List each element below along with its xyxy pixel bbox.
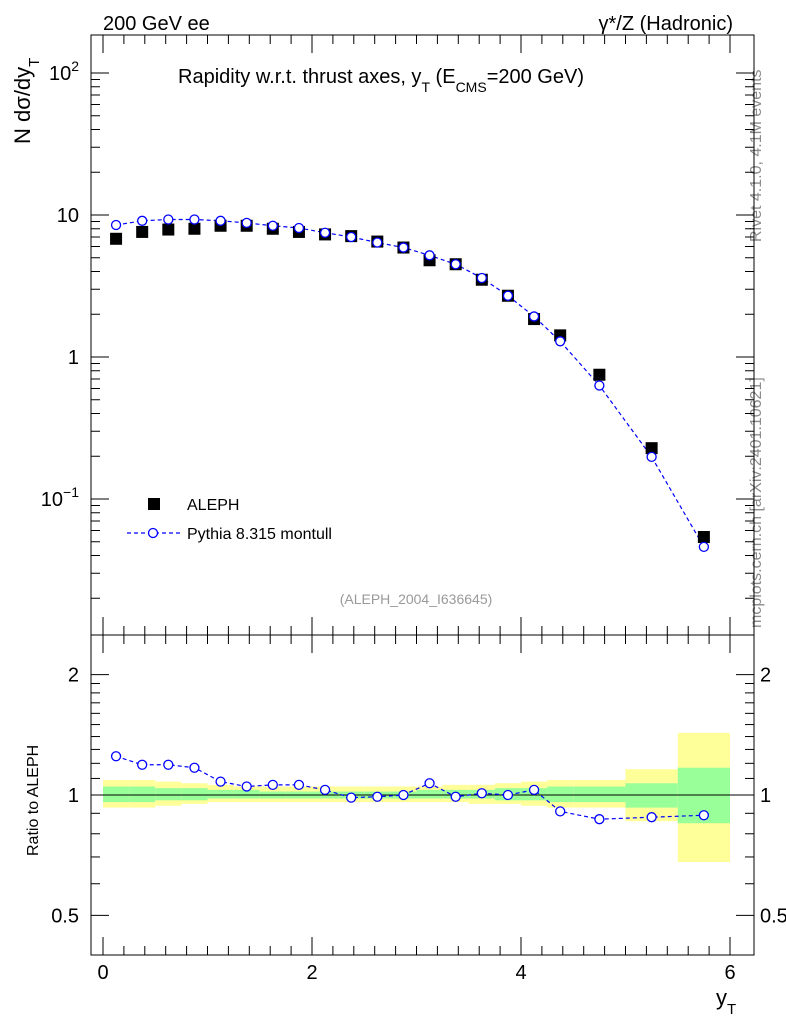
legend-aleph-marker xyxy=(148,498,160,510)
ratio-data-point xyxy=(646,812,657,823)
aleph-data-point xyxy=(697,531,710,544)
ratio-data-point xyxy=(110,751,122,762)
ratio-tick-labels: 0.5 0.5 1 1 2 2 0 2 4 6 xyxy=(51,665,786,984)
ratio-band-inner xyxy=(155,788,182,801)
ratio-data-point xyxy=(502,789,514,801)
ratio-data-point xyxy=(594,814,605,825)
aleph-data-point xyxy=(645,442,658,455)
main-plot-series xyxy=(110,214,710,553)
ratio-plot-ticks xyxy=(91,635,754,955)
ratio-y-axis-label: Ratio to ALEPH xyxy=(25,745,42,856)
y-tick-label: 10−1 xyxy=(41,484,79,511)
ratio-uncertainty-bands xyxy=(103,732,730,862)
ratio-data-point xyxy=(319,784,331,796)
pythia-data-point xyxy=(267,220,278,231)
ratio-band-inner xyxy=(129,786,156,803)
ratio-data-point xyxy=(398,789,409,801)
chart-title: Rapidity w.r.t. thrust axes, yT (ECMS=20… xyxy=(178,66,584,95)
pythia-data-point xyxy=(528,311,540,322)
main-plot-panel: 10−1 1 10 102 Rapidity w.r.t. thrust axes, … xyxy=(10,34,755,636)
pythia-data-point xyxy=(698,541,710,553)
ratio-data-point xyxy=(450,791,461,802)
pythia-data-point xyxy=(372,237,383,248)
main-plot-ticks xyxy=(91,35,754,635)
ratio-y-tick-label-left: 1 xyxy=(68,785,79,807)
pythia-data-point xyxy=(163,214,174,225)
pythia-data-point xyxy=(594,380,605,391)
header-left-label: 200 GeV ee xyxy=(103,13,210,35)
pythia-data-point xyxy=(137,215,148,226)
mcplots-label: mcplots.cern.ch [arXiv:2401.10621] xyxy=(748,377,765,628)
ratio-y-tick-label-left: 0.5 xyxy=(51,905,79,927)
ratio-data-point xyxy=(346,792,357,803)
ratio-band-inner xyxy=(547,786,574,803)
main-plot-frame xyxy=(90,34,755,636)
main-y-axis-label: N dσ/dyT xyxy=(10,58,43,144)
pythia-data-point xyxy=(293,222,305,234)
pythia-data-point xyxy=(346,231,357,243)
ratio-data-point xyxy=(293,779,305,791)
x-axis-label: yT xyxy=(716,985,736,1018)
ratio-band-inner xyxy=(103,786,130,803)
ratio-data-point xyxy=(698,810,710,821)
ratio-data-point xyxy=(163,759,174,770)
aleph-data-point xyxy=(162,223,175,236)
legend: ALEPH Pythia 8.315 montull xyxy=(127,497,332,543)
pythia-line xyxy=(115,218,705,548)
pythia-data-point xyxy=(646,451,657,463)
pythia-data-point xyxy=(502,290,514,301)
pythia-data-point xyxy=(555,336,566,347)
analysis-watermark: (ALEPH_2004_I636645) xyxy=(340,591,493,607)
pythia-data-point xyxy=(215,215,226,226)
x-tick-label: 2 xyxy=(306,962,317,984)
ratio-data-point xyxy=(137,759,148,770)
y-tick-label: 1 xyxy=(68,347,79,369)
x-tick-label: 4 xyxy=(515,962,526,984)
ratio-data-point xyxy=(424,778,435,789)
ratio-data-point xyxy=(372,791,383,802)
ratio-data-point xyxy=(267,779,278,791)
ratio-data-point xyxy=(528,784,540,796)
aleph-data-point xyxy=(110,232,123,245)
rivet-version-label: Rivet 4.1.0, 4.1M events xyxy=(748,69,765,242)
x-tick-label: 0 xyxy=(97,962,108,984)
pythia-data-point xyxy=(319,227,331,238)
x-tick-label: 6 xyxy=(724,962,735,984)
ratio-y-tick-label-right: 2 xyxy=(760,665,771,687)
pythia-data-point xyxy=(476,272,487,284)
ratio-data-point xyxy=(555,806,566,817)
ratio-data-point xyxy=(241,781,252,792)
header-right-label: γ*/Z (Hadronic) xyxy=(599,13,733,35)
y-tick-label: 10 xyxy=(57,205,79,227)
pythia-data-point xyxy=(241,217,252,229)
ratio-band-inner xyxy=(181,788,208,801)
ratio-data-point xyxy=(215,776,226,787)
pythia-data-point xyxy=(424,250,435,261)
ratio-band-inner xyxy=(207,789,234,799)
ratio-plot-panel: 0.5 0.5 1 1 2 2 0 2 4 6 Ratio to ALEPH yT xyxy=(25,634,786,1018)
pythia-data-point xyxy=(189,214,200,225)
ratio-band-inner xyxy=(416,789,443,799)
pythia-data-point xyxy=(450,259,461,270)
ratio-y-tick-label-right: 0.5 xyxy=(760,905,786,927)
ratio-y-tick-label-right: 1 xyxy=(760,785,771,807)
pythia-data-point xyxy=(398,242,409,253)
legend-aleph-label: ALEPH xyxy=(187,497,239,514)
ratio-data-point xyxy=(476,788,487,799)
ratio-band-inner xyxy=(233,789,260,799)
legend-pythia-label: Pythia 8.315 montull xyxy=(187,526,332,543)
aleph-data-point xyxy=(188,222,201,235)
pythia-data-point xyxy=(110,219,122,231)
ratio-y-tick-label-left: 2 xyxy=(68,665,79,687)
ratio-series xyxy=(110,751,710,825)
ratio-data-point xyxy=(189,762,200,773)
aleph-data-point xyxy=(593,368,606,381)
y-tick-label: 102 xyxy=(49,58,79,85)
aleph-data-point xyxy=(136,225,149,238)
legend-pythia-marker xyxy=(147,527,159,539)
ratio-band-inner xyxy=(573,786,626,803)
main-y-tick-labels: 10−1 1 10 102 xyxy=(41,58,79,511)
